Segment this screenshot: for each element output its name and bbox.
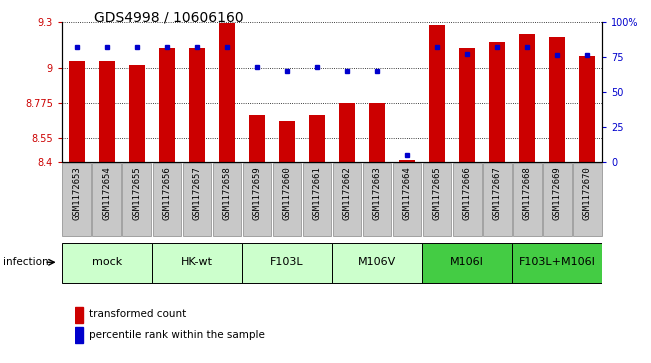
FancyBboxPatch shape [212, 163, 242, 236]
Text: GSM1172660: GSM1172660 [283, 166, 292, 220]
Text: GSM1172669: GSM1172669 [553, 166, 562, 220]
Text: GSM1172661: GSM1172661 [312, 166, 322, 220]
Text: F103L: F103L [270, 257, 304, 267]
Bar [98, 61, 115, 162]
FancyBboxPatch shape [543, 163, 572, 236]
Text: GSM1172653: GSM1172653 [72, 166, 81, 220]
FancyBboxPatch shape [122, 163, 151, 236]
FancyBboxPatch shape [393, 163, 421, 236]
FancyBboxPatch shape [573, 163, 602, 236]
Text: GSM1172662: GSM1172662 [342, 166, 352, 220]
Bar [189, 48, 205, 162]
Bar [339, 103, 355, 162]
Text: GSM1172654: GSM1172654 [102, 166, 111, 220]
Bar [429, 25, 445, 162]
Text: F103L+M106I: F103L+M106I [519, 257, 596, 267]
Text: GSM1172666: GSM1172666 [463, 166, 471, 220]
FancyBboxPatch shape [242, 243, 332, 283]
FancyBboxPatch shape [422, 163, 452, 236]
FancyBboxPatch shape [332, 243, 422, 283]
Text: GSM1172655: GSM1172655 [132, 166, 141, 220]
Bar [459, 48, 475, 162]
FancyBboxPatch shape [303, 163, 331, 236]
FancyBboxPatch shape [482, 163, 512, 236]
Text: GSM1172668: GSM1172668 [523, 166, 532, 220]
Text: GSM1172659: GSM1172659 [253, 166, 262, 220]
FancyBboxPatch shape [92, 163, 121, 236]
Bar [219, 23, 235, 162]
Text: GSM1172667: GSM1172667 [493, 166, 502, 220]
Bar [129, 65, 145, 162]
FancyBboxPatch shape [243, 163, 271, 236]
Bar [309, 115, 326, 162]
Bar [519, 34, 535, 162]
Bar [75, 307, 83, 322]
Text: M106V: M106V [358, 257, 396, 267]
Bar [249, 115, 265, 162]
Text: M106I: M106I [450, 257, 484, 267]
Bar [68, 61, 85, 162]
Text: percentile rank within the sample: percentile rank within the sample [89, 330, 265, 340]
Text: GDS4998 / 10606160: GDS4998 / 10606160 [94, 11, 244, 25]
Text: GSM1172664: GSM1172664 [402, 166, 411, 220]
Bar [399, 160, 415, 162]
Text: infection: infection [3, 257, 49, 267]
FancyBboxPatch shape [422, 243, 512, 283]
FancyBboxPatch shape [152, 163, 182, 236]
Text: mock: mock [92, 257, 122, 267]
FancyBboxPatch shape [62, 163, 91, 236]
Text: GSM1172663: GSM1172663 [372, 166, 381, 220]
FancyBboxPatch shape [62, 243, 152, 283]
Text: GSM1172665: GSM1172665 [432, 166, 441, 220]
Bar [489, 42, 505, 162]
Bar [75, 327, 83, 343]
FancyBboxPatch shape [512, 243, 602, 283]
FancyBboxPatch shape [182, 163, 212, 236]
Text: GSM1172670: GSM1172670 [583, 166, 592, 220]
Bar [549, 37, 566, 162]
FancyBboxPatch shape [363, 163, 391, 236]
Text: GSM1172657: GSM1172657 [193, 166, 201, 220]
Text: GSM1172658: GSM1172658 [223, 166, 232, 220]
Bar [159, 48, 175, 162]
FancyBboxPatch shape [273, 163, 301, 236]
Text: GSM1172656: GSM1172656 [162, 166, 171, 220]
FancyBboxPatch shape [452, 163, 482, 236]
FancyBboxPatch shape [513, 163, 542, 236]
FancyBboxPatch shape [152, 243, 242, 283]
Bar [368, 103, 385, 162]
Text: HK-wt: HK-wt [181, 257, 213, 267]
Text: transformed count: transformed count [89, 309, 186, 319]
Bar [579, 56, 596, 162]
FancyBboxPatch shape [333, 163, 361, 236]
Bar [279, 121, 296, 162]
